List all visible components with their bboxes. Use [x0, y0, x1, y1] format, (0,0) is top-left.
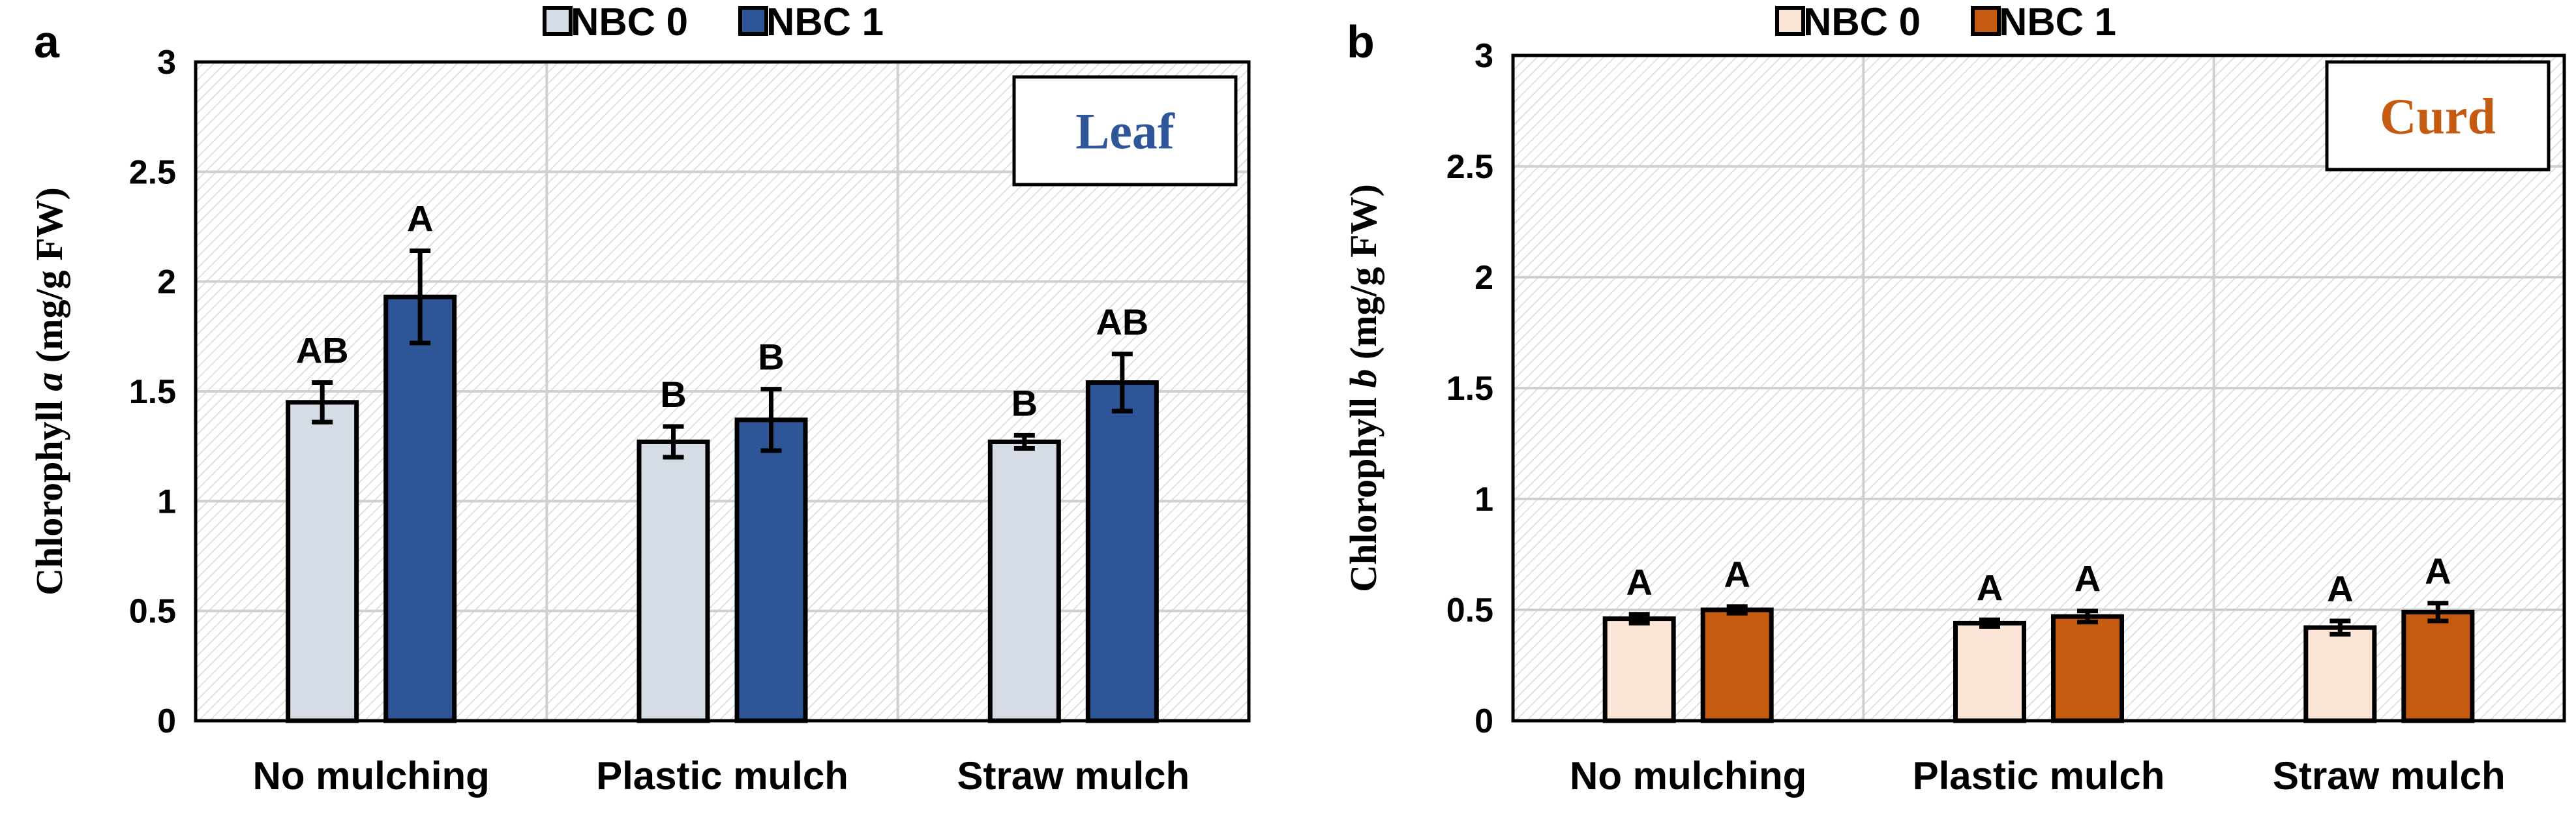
- bar-nbc-1-2: [2401, 609, 2475, 723]
- y-axis-label: Chlorophyll a (mg/g FW): [28, 187, 70, 595]
- chart-panel-a: 0 0.5 1 1.5 2 2.5 3 Chlorophyll a (mg/g FW) AB A N…: [28, 0, 1251, 798]
- significance-letter: B: [758, 337, 784, 378]
- legend-swatch: [543, 6, 573, 36]
- significance-letter: A: [2425, 550, 2451, 592]
- y-tick-label: 0: [157, 702, 176, 740]
- legend-label: NBC 1: [766, 0, 884, 44]
- x-tick-label: No mulching: [1570, 754, 1806, 798]
- y-tick-label: 2.5: [129, 153, 176, 191]
- bar-nbc-0-2: [2303, 625, 2377, 723]
- x-tick-label: Plastic mulch: [596, 754, 848, 798]
- inset-label-box: [2325, 60, 2551, 172]
- bar-nbc-1-2: [1085, 380, 1159, 723]
- y-tick-label: 1.5: [1446, 370, 1493, 408]
- significance-letter: A: [1977, 567, 2003, 608]
- x-tick-label: Plastic mulch: [1913, 754, 2165, 798]
- legend-label: NBC 1: [1999, 0, 2116, 44]
- panel-label: a: [34, 16, 60, 67]
- significance-letter: AB: [296, 330, 349, 371]
- x-tick-label: No mulching: [253, 754, 490, 798]
- inset-label-box: [1012, 75, 1238, 187]
- y-tick-label: 1: [1475, 481, 1493, 519]
- significance-letter: AB: [1096, 301, 1148, 342]
- legend-label: NBC 0: [1803, 0, 1921, 44]
- bar-nbc-1-1: [2051, 614, 2124, 723]
- plot-border: [194, 60, 1251, 723]
- y-tick-label: 1: [157, 483, 176, 520]
- x-tick-label: Straw mulch: [2273, 754, 2506, 798]
- bar-nbc-0-0: [286, 400, 359, 723]
- significance-letter: A: [2074, 558, 2101, 599]
- legend-swatch: [738, 6, 768, 36]
- significance-letter: A: [1626, 562, 1652, 603]
- bar-nbc-0-1: [1953, 620, 2026, 723]
- legend-swatch: [1971, 6, 2001, 36]
- y-tick-label: 3: [1475, 37, 1493, 75]
- significance-letter: A: [2327, 568, 2353, 609]
- y-tick-label: 0.5: [1446, 592, 1493, 629]
- plot-border: [1511, 53, 2566, 723]
- bar-nbc-1-1: [734, 417, 808, 723]
- panel-label: b: [1347, 16, 1375, 67]
- legend-label: NBC 0: [571, 0, 688, 44]
- bar-nbc-0-0: [1602, 616, 1676, 723]
- bar-nbc-1-0: [383, 294, 457, 723]
- inset-label: Curd: [2380, 88, 2496, 145]
- x-tick-label: Straw mulch: [957, 754, 1190, 798]
- bar-nbc-0-1: [637, 439, 710, 723]
- bar-nbc-0-2: [987, 439, 1061, 723]
- significance-letter: A: [1724, 554, 1750, 595]
- y-tick-label: 0.5: [129, 593, 176, 631]
- y-tick-label: 2.5: [1446, 148, 1493, 186]
- significance-letter: A: [407, 198, 433, 239]
- y-axis-label: Chlorophyll b (mg/g FW): [1342, 184, 1385, 592]
- chart-panel-b: 0 0.5 1 1.5 2 2.5 3 Chlorophyll b (mg/g FW) A A No…: [1342, 0, 2566, 798]
- significance-letter: B: [660, 374, 686, 415]
- y-tick-label: 2: [1475, 259, 1493, 297]
- legend: NBC 0 NBC 1: [543, 0, 884, 44]
- y-tick-label: 2: [157, 264, 176, 301]
- y-tick-label: 0: [1475, 702, 1493, 740]
- legend-swatch: [1775, 6, 1805, 36]
- y-tick-label: 1.5: [129, 373, 176, 411]
- significance-letter: B: [1011, 382, 1038, 423]
- legend: NBC 0 NBC 1: [1775, 0, 2116, 44]
- bar-nbc-1-0: [1700, 607, 1774, 723]
- y-tick-label: 3: [157, 44, 176, 82]
- inset-label: Leaf: [1075, 103, 1175, 160]
